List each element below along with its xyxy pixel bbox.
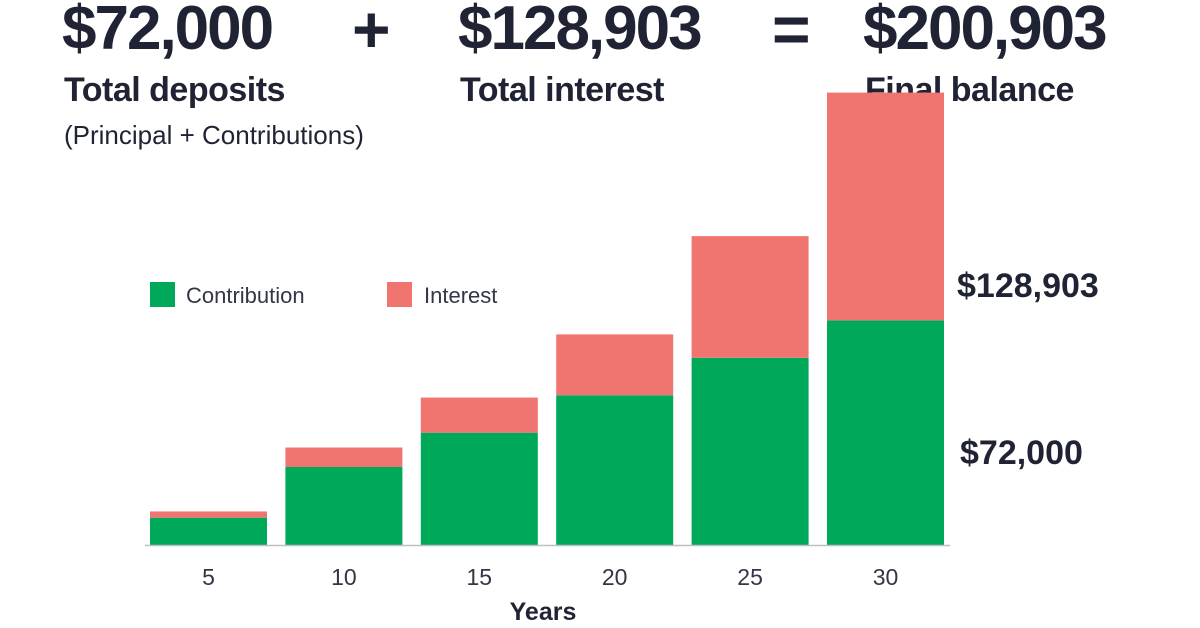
bar-contribution-15 xyxy=(420,432,538,545)
equals-sign: = xyxy=(772,0,811,66)
plus-sign: + xyxy=(352,0,391,66)
legend-swatch-contribution xyxy=(150,282,175,307)
bar-interest-10 xyxy=(285,447,403,467)
interest-value: $128,903 xyxy=(458,0,703,63)
deposits-label: Total deposits xyxy=(64,71,285,109)
x-tick-label-5: 5 xyxy=(202,564,215,590)
legend-label-interest: Interest xyxy=(424,283,498,308)
bar-contribution-25 xyxy=(691,357,809,545)
legend-label-contribution: Contribution xyxy=(186,283,305,308)
x-tick-label-10: 10 xyxy=(331,564,357,590)
bar-interest-15 xyxy=(420,397,538,433)
bar-interest-30 xyxy=(827,92,944,321)
bar-contribution-5 xyxy=(150,517,267,545)
x-tick-label-30: 30 xyxy=(873,564,899,590)
x-tick-label-15: 15 xyxy=(467,564,493,590)
bar-contribution-30 xyxy=(827,320,944,545)
bar-interest-25 xyxy=(691,236,809,358)
x-axis-title: Years xyxy=(510,598,577,626)
contribution-total-label: $72,000 xyxy=(960,434,1083,472)
interest-total-label: $128,903 xyxy=(957,267,1099,305)
interest-label: Total interest xyxy=(460,71,664,109)
bar-interest-20 xyxy=(556,334,674,396)
x-tick-label-20: 20 xyxy=(602,564,628,590)
bar-contribution-10 xyxy=(285,467,403,545)
balance-value: $200,903 xyxy=(863,0,1108,63)
x-tick-label-25: 25 xyxy=(737,564,763,590)
legend-swatch-interest xyxy=(387,282,412,307)
deposits-value: $72,000 xyxy=(62,0,274,63)
bar-contribution-20 xyxy=(556,395,674,545)
deposits-sublabel: (Principal + Contributions) xyxy=(64,120,364,150)
bar-interest-5 xyxy=(150,511,267,518)
